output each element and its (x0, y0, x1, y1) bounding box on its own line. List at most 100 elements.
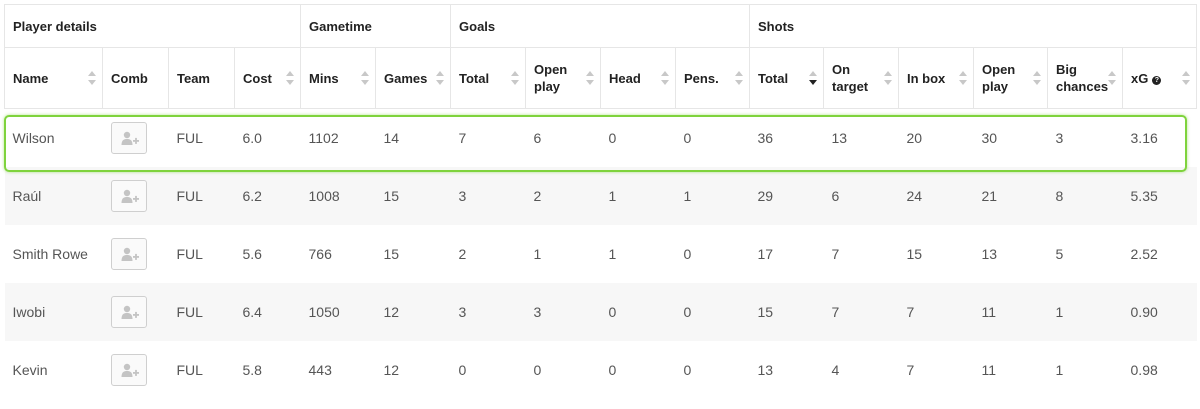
cell-shots_total: 36 (757, 129, 774, 146)
add-to-comb-button[interactable] (110, 295, 147, 328)
cell-games: 12 (383, 303, 400, 320)
cell-name: Raúl (12, 187, 42, 204)
column-header-xg[interactable]: xG? (1122, 47, 1198, 109)
cell-xg: 2.52 (1130, 245, 1158, 262)
sort-arrows-icon[interactable] (511, 71, 520, 85)
table-row[interactable]: Raúl FUL 6.2 1008 15 3 2 1 1 29 6 24 21 8 5.35 (4, 166, 1197, 225)
sort-arrows-icon[interactable] (436, 71, 445, 85)
column-header-comb: Comb (102, 47, 169, 109)
add-to-comb-button[interactable] (110, 121, 147, 154)
cell-goals_pens: 0 (683, 245, 692, 262)
column-header-shots_open[interactable]: Open play (973, 47, 1048, 109)
column-header-label: Comb (111, 70, 148, 86)
column-header-name[interactable]: Name (4, 47, 103, 109)
sort-arrows-icon[interactable] (735, 71, 744, 85)
sort-arrows-icon[interactable] (661, 71, 670, 85)
cell-goals_total: 0 (458, 361, 467, 378)
group-header: Shots (749, 4, 1198, 48)
sort-arrows-icon[interactable] (1182, 71, 1191, 85)
cell-shots_total: 15 (757, 303, 774, 320)
add-to-comb-button[interactable] (110, 179, 147, 212)
add-to-comb-button[interactable] (110, 237, 147, 270)
column-header-team: Team (168, 47, 235, 109)
cell-mins: 1102 (308, 129, 339, 146)
cell-goals_open: 1 (533, 245, 542, 262)
table-row[interactable]: Smith Rowe FUL 5.6 766 15 2 1 1 0 17 7 15 13 5 2.52 (5, 225, 1197, 283)
column-header-label: Big chances (1056, 62, 1109, 94)
cell-shots_total: 13 (757, 361, 774, 378)
cell-goals_pens: 1 (683, 187, 692, 204)
column-header-mins[interactable]: Mins (300, 47, 376, 109)
column-header-label: Open play (534, 62, 568, 94)
cell-goals_open: 2 (533, 187, 542, 204)
column-header-big_chances[interactable]: Big chances (1047, 47, 1123, 109)
cell-name: Wilson (12, 129, 55, 146)
sort-arrows-icon[interactable] (286, 71, 295, 85)
cell-shots_on: 4 (831, 361, 840, 378)
help-icon[interactable]: ? (1152, 75, 1162, 85)
table-row[interactable]: Kevin FUL 5.8 443 12 0 0 0 0 13 4 7 11 1 0.98 (5, 341, 1197, 399)
cell-goals_total: 7 (458, 129, 467, 146)
add-user-icon (121, 363, 139, 377)
column-group-row: Player details Gametime Goals Shots (3, 4, 1198, 48)
column-header-goals_total[interactable]: Total (450, 47, 526, 109)
cell-shots_open: 13 (981, 245, 998, 262)
cell-goals_open: 3 (533, 303, 542, 320)
cell-big_chances: 1 (1055, 361, 1064, 378)
column-header-shots_total[interactable]: Total (749, 47, 824, 109)
cell-shots_total: 29 (757, 187, 774, 204)
column-header-label: xG (1131, 70, 1149, 86)
column-header-goals_pens[interactable]: Pens. (675, 47, 750, 109)
sort-arrows-icon[interactable] (88, 71, 96, 85)
cell-big_chances: 3 (1055, 129, 1064, 146)
table-row[interactable]: Wilson FUL 6.0 1102 14 7 6 0 0 36 13 20 30 3 3.16 (5, 109, 1197, 167)
add-user-icon (121, 131, 139, 145)
column-header-shots_on[interactable]: On target (823, 47, 899, 109)
cell-comb (103, 167, 169, 225)
sort-arrows-icon[interactable] (809, 71, 818, 85)
sort-arrows-icon[interactable] (1108, 71, 1117, 85)
cell-goals_pens: 0 (683, 303, 692, 320)
group-header: Goals (450, 4, 750, 48)
column-header-goals_head[interactable]: Head (600, 47, 676, 109)
cell-name: Iwobi (12, 303, 46, 320)
cell-team: FUL (176, 245, 203, 262)
cell-goals_head: 0 (608, 303, 617, 320)
cell-shots_box: 24 (906, 187, 923, 204)
column-header-goals_open[interactable]: Open play (525, 47, 601, 109)
cell-shots_box: 7 (906, 361, 915, 378)
cell-big_chances: 8 (1055, 187, 1064, 204)
cell-shots_box: 20 (906, 129, 923, 146)
cell-goals_head: 0 (608, 129, 617, 146)
column-header-label: Games (384, 70, 428, 86)
cell-cost: 6.2 (242, 187, 262, 204)
add-to-comb-button[interactable] (110, 353, 147, 386)
cell-shots_open: 21 (981, 187, 998, 204)
sort-arrows-icon[interactable] (884, 71, 893, 85)
table-body: Wilson FUL 6.0 1102 14 7 6 0 0 36 13 20 30 3 3.16 Raúl F… (4, 109, 1197, 399)
column-header-row: Name Comb Team Cost Mins Games Total Open play H… (4, 47, 1198, 109)
cell-goals_total: 3 (458, 187, 467, 204)
sort-arrows-icon[interactable] (586, 71, 595, 85)
cell-cost: 5.8 (242, 361, 262, 378)
cell-shots_box: 15 (906, 245, 923, 262)
cell-shots_total: 17 (757, 245, 774, 262)
table-row[interactable]: Iwobi FUL 6.4 1050 12 3 3 0 0 15 7 7 11 1 0.90 (4, 282, 1197, 341)
player-stats-table: Player details Gametime Goals Shots Name Com… (3, 4, 1198, 399)
cell-goals_total: 2 (458, 245, 467, 262)
sort-arrows-icon[interactable] (361, 71, 370, 85)
cell-games: 15 (383, 187, 400, 204)
cell-goals_head: 1 (608, 187, 617, 204)
cell-team: FUL (176, 187, 203, 204)
column-header-cost[interactable]: Cost (233, 47, 301, 109)
sort-arrows-icon[interactable] (1033, 71, 1042, 85)
group-header: Player details (3, 4, 301, 48)
cell-cost: 6.0 (242, 129, 262, 146)
column-header-games[interactable]: Games (375, 47, 451, 109)
cell-team: FUL (176, 129, 203, 146)
column-header-shots_box[interactable]: In box (898, 47, 974, 109)
column-header-label: Head (609, 70, 641, 86)
cell-goals_total: 3 (458, 303, 467, 320)
sort-arrows-icon[interactable] (959, 71, 968, 85)
column-header-label: On target (832, 62, 869, 94)
